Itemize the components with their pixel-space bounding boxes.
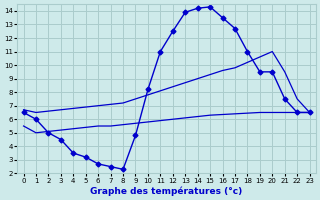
X-axis label: Graphe des températures (°c): Graphe des températures (°c)	[91, 186, 243, 196]
